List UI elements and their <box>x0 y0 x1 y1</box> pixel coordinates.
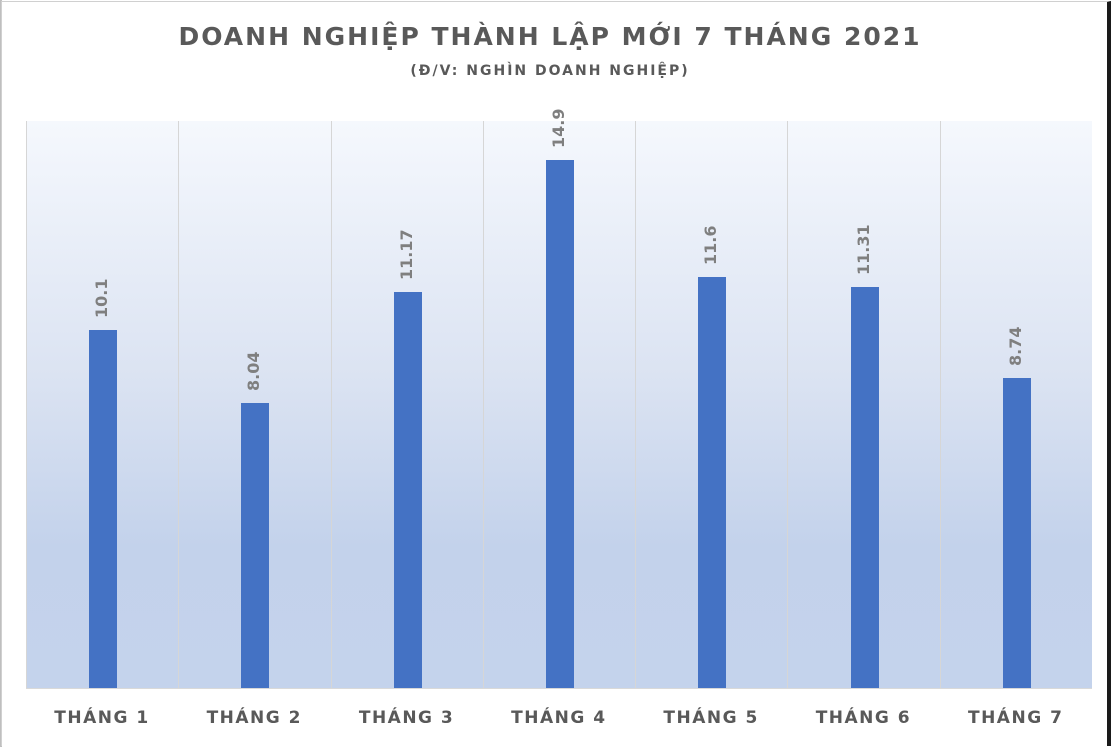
category-label: THÁNG 4 <box>511 708 607 728</box>
data-bar <box>393 292 422 688</box>
data-bar <box>545 160 574 688</box>
category-column <box>939 121 1092 688</box>
data-label: 8.74 <box>1005 326 1025 367</box>
data-label: 8.04 <box>244 351 264 392</box>
chart-subtitle: (Đ/V: NGHÌN DOANH NGHIỆP) <box>410 63 690 79</box>
category-column <box>482 121 635 688</box>
category-label: THÁNG 7 <box>967 708 1064 728</box>
data-label: 14.9 <box>549 108 568 148</box>
category-label: THÁNG 1 <box>54 708 150 728</box>
category-label: THÁNG 5 <box>663 708 759 728</box>
data-label: 11.17 <box>396 229 416 281</box>
category-label: THÁNG 2 <box>206 708 302 728</box>
category-column <box>330 121 483 688</box>
category-column <box>635 121 787 688</box>
category-label: THÁNG 6 <box>815 708 912 728</box>
data-bar <box>89 330 118 688</box>
category-column <box>26 121 178 688</box>
category-label: THÁNG 3 <box>358 708 455 728</box>
data-label: 11.31 <box>853 224 873 276</box>
data-bar <box>241 403 270 688</box>
data-label: 11.6 <box>701 225 721 265</box>
chart-title: DOANH NGHIỆP THÀNH LẬP MỚI 7 THÁNG 2021 <box>178 22 922 51</box>
category-column <box>787 121 939 688</box>
category-column <box>178 121 330 688</box>
data-bar <box>850 287 879 688</box>
plot-area: 10.1 8.04 11.17 14.9 11.6 11.31 8.74 <box>26 109 1092 689</box>
data-bar <box>1002 378 1031 688</box>
data-bar <box>698 276 727 688</box>
data-label: 10.1 <box>92 278 112 319</box>
